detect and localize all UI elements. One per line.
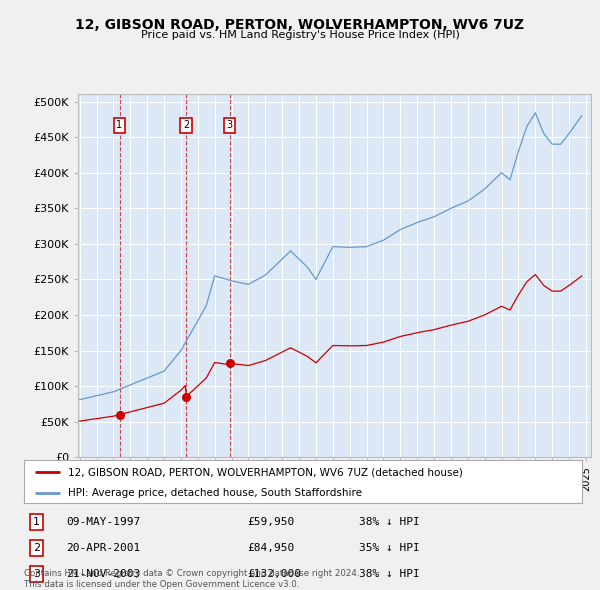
- Text: 12, GIBSON ROAD, PERTON, WOLVERHAMPTON, WV6 7UZ: 12, GIBSON ROAD, PERTON, WOLVERHAMPTON, …: [76, 18, 524, 32]
- Text: 20-APR-2001: 20-APR-2001: [66, 543, 140, 553]
- Text: Contains HM Land Registry data © Crown copyright and database right 2024.
This d: Contains HM Land Registry data © Crown c…: [24, 569, 359, 589]
- Text: 3: 3: [33, 569, 40, 579]
- Text: 35% ↓ HPI: 35% ↓ HPI: [359, 543, 419, 553]
- Text: 1: 1: [33, 517, 40, 527]
- Text: 21-NOV-2003: 21-NOV-2003: [66, 569, 140, 579]
- Text: 3: 3: [227, 120, 233, 130]
- Text: 12, GIBSON ROAD, PERTON, WOLVERHAMPTON, WV6 7UZ (detached house): 12, GIBSON ROAD, PERTON, WOLVERHAMPTON, …: [68, 467, 463, 477]
- Text: 2: 2: [183, 120, 189, 130]
- Text: Price paid vs. HM Land Registry's House Price Index (HPI): Price paid vs. HM Land Registry's House …: [140, 30, 460, 40]
- Text: £84,950: £84,950: [247, 543, 295, 553]
- Text: 38% ↓ HPI: 38% ↓ HPI: [359, 569, 419, 579]
- Text: 2: 2: [33, 543, 40, 553]
- Text: 1: 1: [116, 120, 122, 130]
- Text: 38% ↓ HPI: 38% ↓ HPI: [359, 517, 419, 527]
- Text: HPI: Average price, detached house, South Staffordshire: HPI: Average price, detached house, Sout…: [68, 489, 362, 499]
- Text: 09-MAY-1997: 09-MAY-1997: [66, 517, 140, 527]
- Text: £59,950: £59,950: [247, 517, 295, 527]
- Text: £132,000: £132,000: [247, 569, 301, 579]
